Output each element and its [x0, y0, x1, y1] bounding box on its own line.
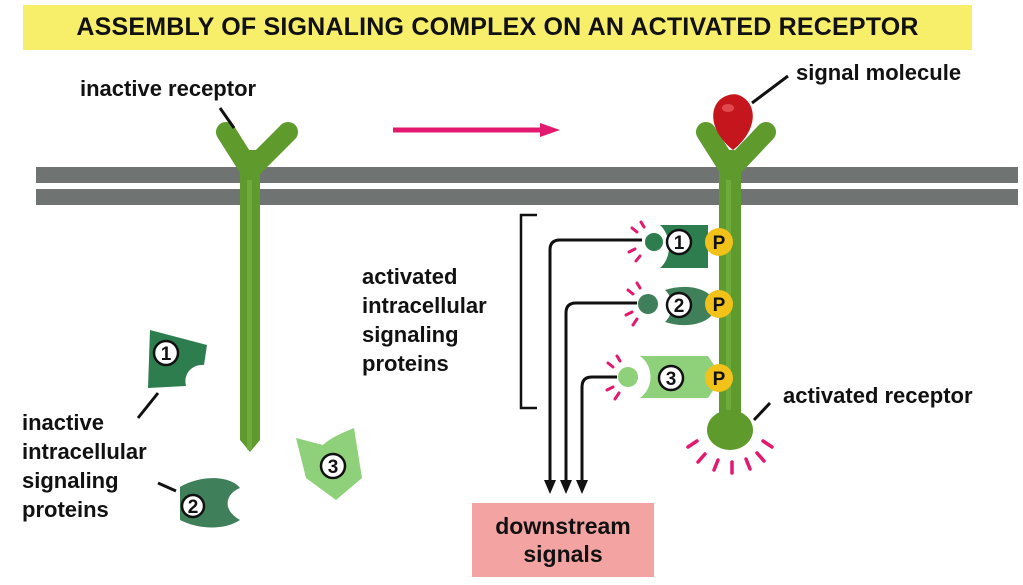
free-protein-1-number: 1 [161, 344, 172, 365]
phosphate-3 [705, 364, 733, 392]
bound-protein-1 [645, 225, 708, 268]
phosphate-2-label: P [713, 295, 726, 316]
downstream-arrow-3 [576, 375, 617, 494]
free-protein-3-number: 3 [328, 457, 339, 478]
downstream-line-2: signals [523, 541, 603, 567]
inactive-receptor-label: inactive receptor [80, 76, 257, 101]
phosphate-3-label: P [713, 369, 726, 390]
downstream-arrow-1 [544, 238, 642, 494]
signal-molecule-pointer [751, 74, 789, 105]
activated-proteins-label: activated intracellular signaling protei… [362, 264, 487, 376]
activated-receptor-pointer [752, 401, 772, 422]
free-protein-2-number: 2 [188, 497, 199, 518]
activation-arrow [393, 123, 560, 137]
signal-molecule-label: signal molecule [796, 60, 962, 85]
bound-protein-3 [618, 356, 722, 398]
receptor-activity-rays [686, 439, 774, 475]
phosphate-1-label: P [713, 233, 726, 254]
signal-molecule [713, 94, 753, 150]
diagram-title: ASSEMBLY OF SIGNALING COMPLEX ON AN ACTI… [76, 13, 919, 41]
phosphate-1 [705, 228, 733, 256]
inactive-protein-2-pointer [157, 481, 177, 493]
free-protein-2 [180, 478, 240, 528]
phosphate-2 [705, 290, 733, 318]
activated-proteins-bracket [519, 213, 537, 410]
inactive-proteins-label: inactive intracellular signaling protein… [22, 410, 147, 522]
bound-protein-3-number: 3 [666, 369, 677, 390]
downstream-line-1: downstream [495, 513, 631, 539]
bound-protein-2 [638, 286, 716, 326]
inactive-proteins-pointer [136, 392, 160, 419]
bound-protein-2-number: 2 [674, 296, 685, 317]
downstream-arrow-2 [560, 301, 637, 494]
downstream-signals-box: downstream signals [472, 503, 654, 577]
inactive-receptor [216, 122, 298, 452]
free-protein-3 [296, 428, 362, 500]
membrane-outer-layer [36, 167, 1018, 183]
title-banner: ASSEMBLY OF SIGNALING COMPLEX ON AN ACTI… [23, 5, 972, 50]
bound-protein-1-number: 1 [674, 233, 685, 254]
activated-receptor-label: activated receptor [783, 383, 973, 408]
free-protein-1 [148, 330, 207, 388]
inactive-receptor-pointer [218, 107, 236, 129]
membrane-inner-layer [36, 189, 1018, 205]
